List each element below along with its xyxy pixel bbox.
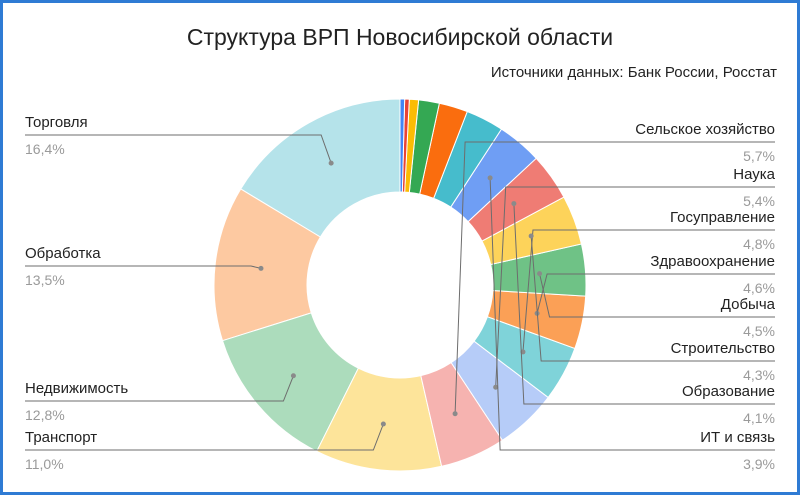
slice-label-2: Недвижимость — [25, 380, 128, 397]
slice-value-8: 4,5% — [743, 323, 775, 339]
slice-label-1: Обработка — [25, 245, 101, 262]
slice-value-1: 13,5% — [25, 272, 65, 288]
slice-label-4: Сельское хозяйство — [635, 121, 775, 138]
leader-line-7 — [536, 273, 775, 314]
slice-label-9: Строительство — [671, 340, 775, 357]
chart-title: Структура ВРП Новосибирской области — [186, 24, 614, 50]
slice-value-7: 4,6% — [743, 280, 775, 296]
slice-label-6: Госуправление — [670, 209, 775, 226]
leader-dot-10 — [511, 201, 517, 207]
leader-line-3 — [25, 423, 384, 451]
leader-dot-4 — [452, 411, 458, 417]
slice-value-3: 11,0% — [25, 456, 64, 472]
leader-dot-0 — [328, 160, 334, 166]
slice-label-8: Добыча — [721, 296, 776, 313]
chart-subtitle: Источники данных: Банк России, Росстат — [490, 64, 777, 81]
leader-dot-2 — [290, 373, 296, 379]
slice-value-6: 4,8% — [743, 236, 775, 252]
slice-label-0: Торговля — [25, 114, 88, 131]
leader-line-2 — [25, 375, 294, 402]
leader-line-11 — [489, 177, 775, 451]
slice-value-2: 12,8% — [25, 407, 65, 423]
leader-line-5 — [495, 186, 775, 388]
leader-line-4 — [454, 141, 775, 414]
slice-value-9: 4,3% — [743, 367, 775, 383]
slice-0 — [240, 98, 401, 238]
leader-line-1 — [25, 265, 262, 269]
slice-value-4: 5,7% — [743, 148, 775, 164]
slice-label-11: ИТ и связь — [700, 429, 775, 446]
leader-line-6 — [522, 229, 775, 352]
leader-dot-3 — [380, 421, 386, 427]
slice-value-0: 16,4% — [25, 141, 65, 157]
leader-lines-group — [25, 134, 775, 451]
slice-label-5: Наука — [733, 166, 775, 183]
leader-dot-8 — [537, 271, 543, 277]
leader-line-0 — [25, 134, 332, 164]
slice-value-5: 5,4% — [743, 193, 775, 209]
labels-group: Торговля 16,4% Обработка 13,5% Недвижимость 1… — [25, 114, 776, 472]
slice-value-11: 3,9% — [743, 456, 775, 472]
slice-value-10: 4,1% — [743, 410, 775, 426]
leader-dot-11 — [487, 175, 493, 181]
leader-line-8 — [539, 273, 775, 318]
leader-line-10 — [513, 203, 775, 405]
leader-dot-9 — [528, 233, 534, 239]
slices-group — [213, 98, 587, 472]
slice-label-7: Здравоохранение — [650, 253, 775, 270]
leader-dot-5 — [493, 384, 499, 390]
slice-label-3: Транспорт — [25, 429, 97, 446]
slice-label-10: Образование — [682, 383, 775, 400]
slice-17 — [399, 98, 406, 193]
leader-line-9 — [530, 235, 775, 362]
leader-dot-1 — [258, 265, 264, 271]
